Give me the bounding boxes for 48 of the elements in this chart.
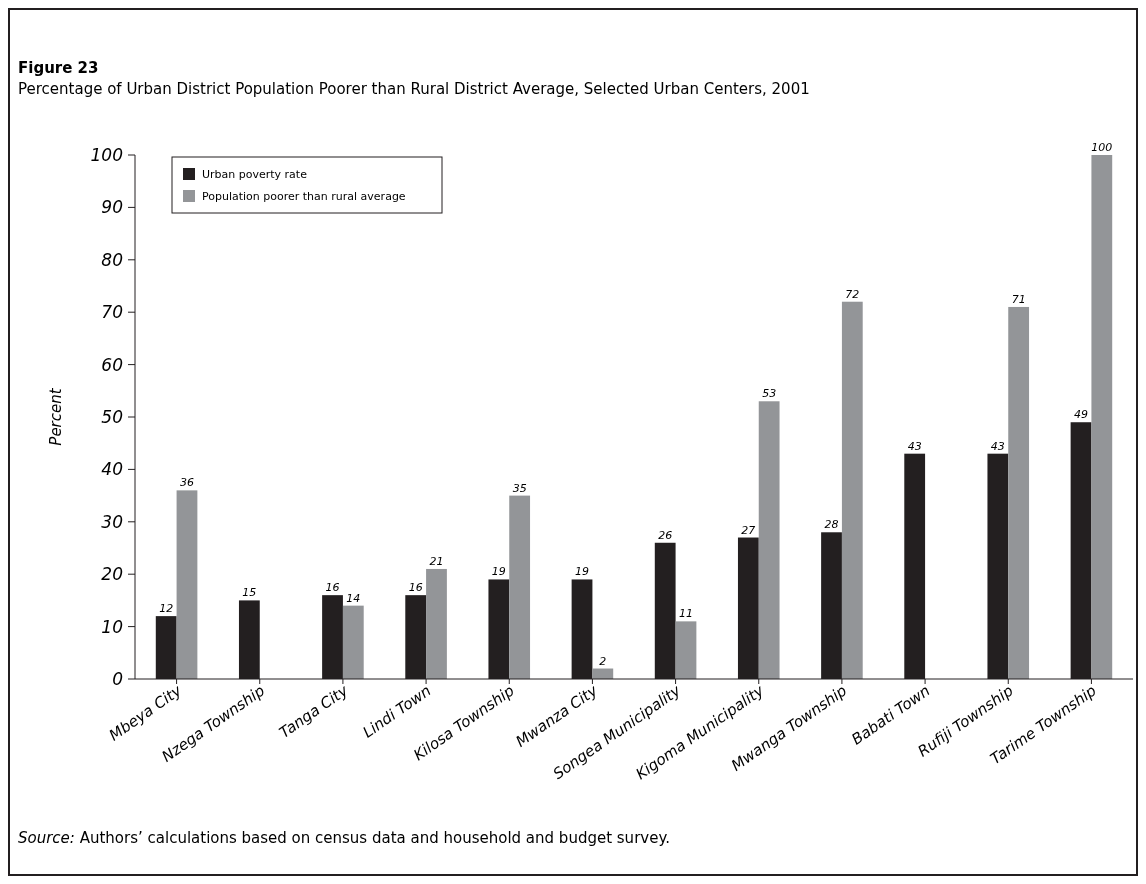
data-label: 21	[429, 554, 444, 568]
data-label: 28	[824, 518, 839, 532]
data-label: 53	[762, 387, 777, 401]
data-label: 16	[408, 581, 423, 595]
data-label: 100	[1091, 141, 1113, 154]
data-label: 26	[658, 528, 673, 542]
y-tick-label: 100	[90, 145, 123, 165]
data-label: 36	[179, 476, 194, 490]
y-tick-label: 60	[101, 354, 123, 375]
data-label: 49	[1074, 408, 1089, 422]
y-tick-label: 70	[101, 302, 123, 323]
data-label: 72	[845, 287, 860, 301]
chart-title: Figure 23	[18, 59, 99, 77]
bar	[342, 605, 364, 679]
y-tick-label: 40	[101, 459, 123, 480]
chart-subtitle: Percentage of Urban District Population Poorer than Rural District Average, Selected Urban Centers, 2001	[18, 80, 810, 98]
data-label: 19	[575, 565, 590, 579]
data-label: 14	[346, 591, 361, 605]
bar	[426, 568, 447, 679]
y-tick-label: 20	[101, 564, 123, 585]
data-label: 27	[741, 523, 756, 537]
bar	[758, 401, 780, 679]
data-label: 12	[159, 602, 174, 616]
data-label: 43	[990, 439, 1005, 453]
bar	[841, 301, 863, 679]
bar	[176, 490, 198, 679]
source-note: Source: Authors’ calculations based on census data and household and budget survey.	[18, 829, 670, 847]
data-label: 15	[242, 586, 257, 600]
y-tick-label: 30	[101, 511, 123, 532]
legend-label: Urban poverty rate	[202, 168, 308, 181]
y-tick-label: 90	[101, 197, 123, 218]
bar	[1008, 306, 1030, 679]
y-tick-label: 10	[101, 616, 123, 637]
y-tick-label: 50	[101, 407, 123, 427]
y-tick-label: 80	[101, 249, 123, 270]
data-label: 11	[678, 607, 693, 621]
y-tick-label: 0	[112, 669, 123, 689]
data-label: 19	[491, 565, 506, 579]
data-label: 35	[512, 481, 527, 495]
data-label: 2	[599, 654, 607, 668]
y-axis-title: Percent	[47, 387, 65, 446]
bar	[509, 495, 531, 679]
bar	[1091, 155, 1113, 679]
data-label: 16	[325, 581, 340, 595]
legend-label: Population poorer than rural average	[202, 190, 406, 203]
bar	[675, 621, 697, 679]
data-label: 71	[1011, 292, 1026, 306]
data-label: 43	[907, 439, 922, 453]
